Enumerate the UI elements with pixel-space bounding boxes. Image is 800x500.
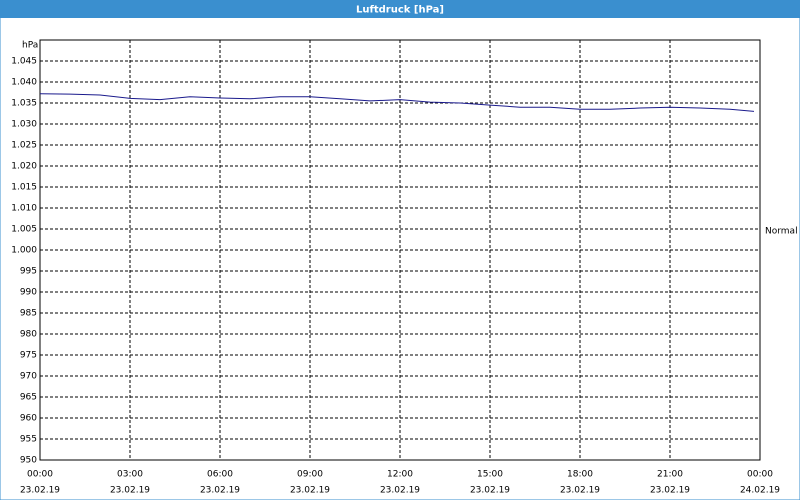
y-tick-label: 990: [20, 288, 37, 298]
y-tick-label: 1.045: [11, 57, 37, 67]
x-tick-date: 23.02.19: [470, 486, 510, 496]
y-tick-label: 1.040: [11, 78, 37, 88]
x-tick-date: 24.02.19: [740, 486, 780, 496]
x-tick-date: 23.02.19: [650, 486, 690, 496]
chart-title: Luftdruck [hPa]: [356, 5, 444, 16]
x-tick-label: 09:00: [297, 470, 323, 480]
y-axis-unit: hPa: [22, 41, 38, 51]
x-tick-label: 15:00: [477, 470, 503, 480]
plot-border: [39, 39, 761, 461]
x-tick-label: 00:00: [27, 470, 53, 480]
y-tick-label: 1.030: [11, 120, 37, 130]
y-tick-label: 955: [20, 435, 37, 445]
y-tick-label: 970: [20, 372, 37, 382]
x-tick-label: 18:00: [567, 470, 593, 480]
y-tick-label: 960: [20, 414, 37, 424]
x-tick-label: 03:00: [117, 470, 143, 480]
y-tick-label: 950: [20, 456, 37, 466]
y-tick-label: 975: [20, 351, 37, 361]
x-tick-label: 06:00: [207, 470, 233, 480]
x-tick-date: 23.02.19: [20, 486, 60, 496]
y-tick-label: 1.010: [11, 204, 37, 214]
y-tick-label: 1.025: [11, 141, 37, 151]
y-tick-label: 1.035: [11, 99, 37, 109]
y-tick-label: 1.000: [11, 246, 37, 256]
y-tick-label: 995: [20, 267, 37, 277]
y-tick-label: 1.015: [11, 183, 37, 193]
x-tick-date: 23.02.19: [380, 486, 420, 496]
x-tick-label: 12:00: [387, 470, 413, 480]
x-tick-label: 21:00: [657, 470, 683, 480]
y-tick-label: 965: [20, 393, 37, 403]
y-tick-label: 1.005: [11, 225, 37, 235]
y-tick-label: 980: [20, 330, 37, 340]
x-tick-label: 00:00: [747, 470, 773, 480]
x-tick-date: 23.02.19: [560, 486, 600, 496]
x-tick-date: 23.02.19: [290, 486, 330, 496]
x-tick-date: 23.02.19: [200, 486, 240, 496]
title-bar: [0, 0, 800, 18]
y-tick-label: 1.020: [11, 162, 37, 172]
annotation: Normal: [765, 227, 798, 237]
data-line: [39, 93, 755, 112]
x-tick-date: 23.02.19: [110, 486, 150, 496]
y-tick-label: 985: [20, 309, 37, 319]
